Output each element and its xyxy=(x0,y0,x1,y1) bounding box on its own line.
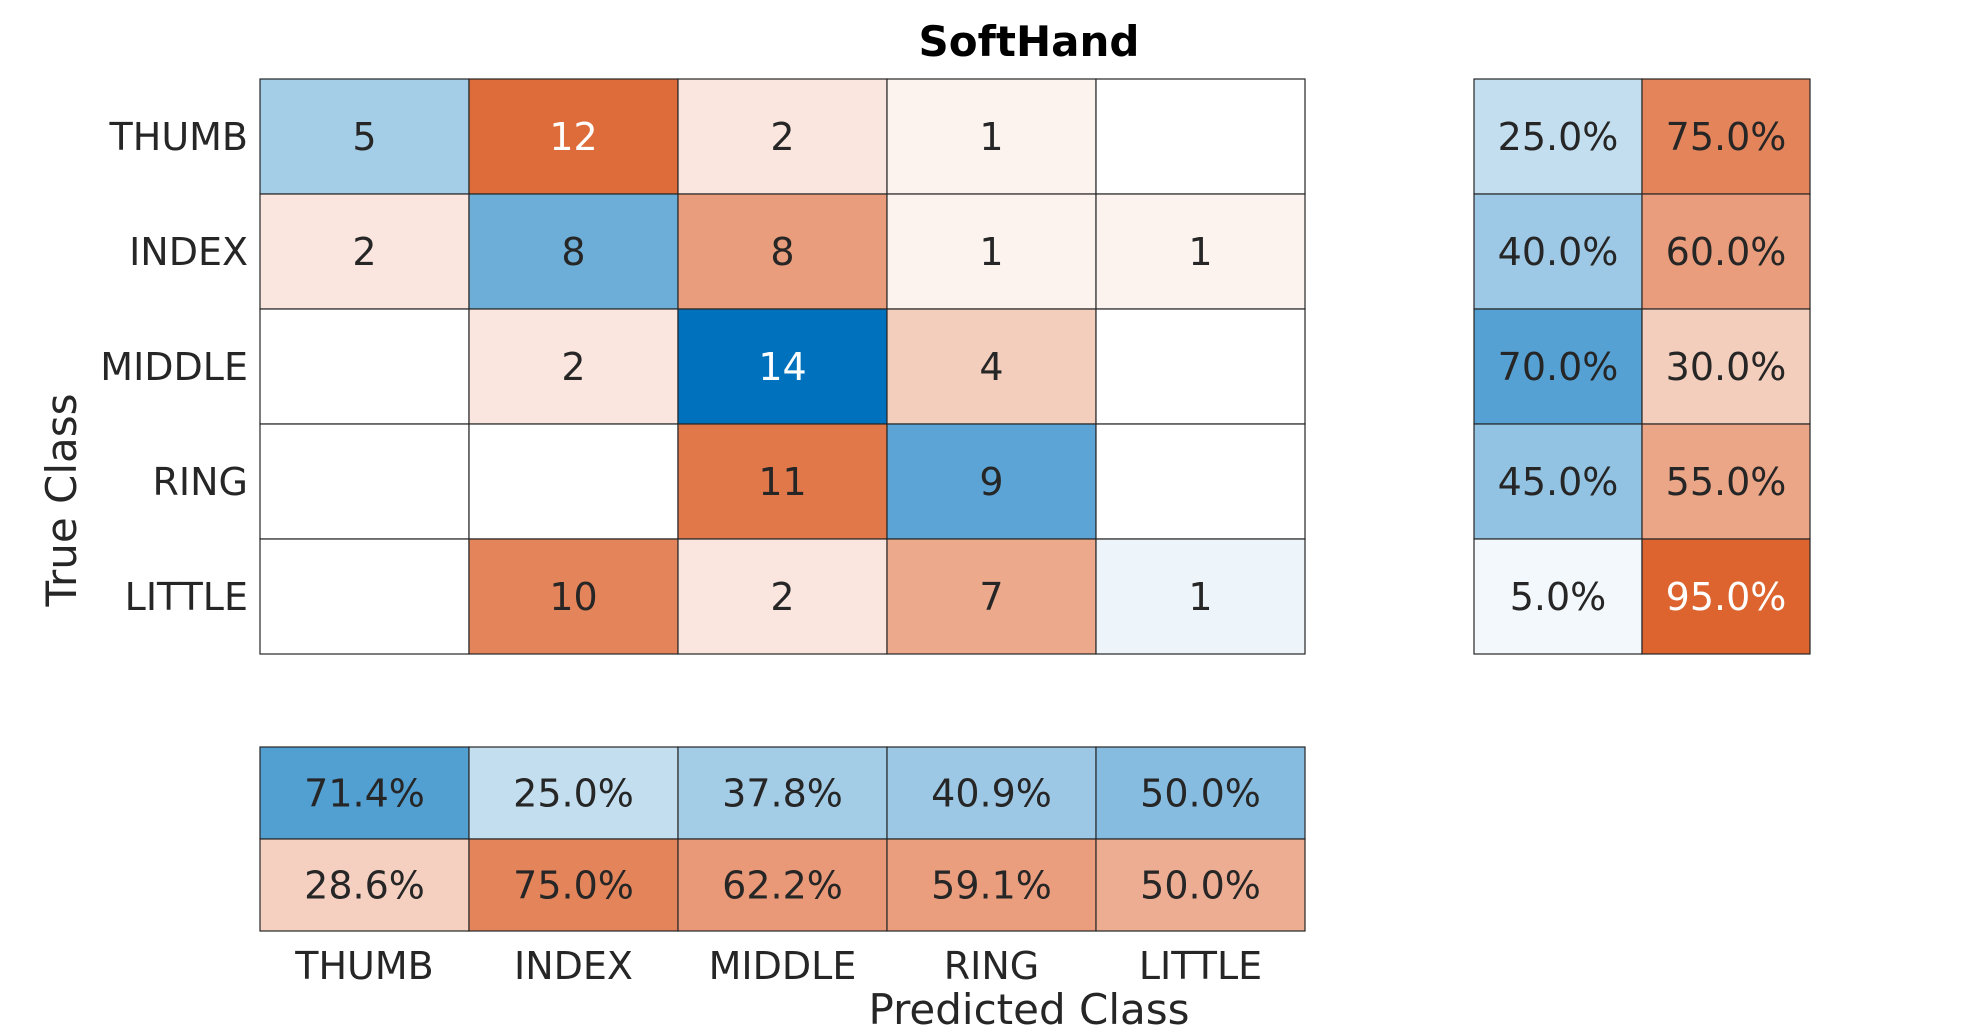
matrix-cell-3-4-rect xyxy=(1095,423,1306,540)
column-tick-label: MIDDLE xyxy=(709,944,857,988)
column-summary-correct-1-label: 25.0% xyxy=(513,772,634,816)
matrix-cell-0-4-rect xyxy=(1095,78,1306,195)
matrix-cell-4-2-rect xyxy=(677,538,888,655)
row-tick-label: THUMB xyxy=(109,115,248,159)
column-summary-correct-0-label: 71.4% xyxy=(304,772,425,816)
row-summary: 25.0% 75.0% 40.0% 60.0% 70.0% 30.0% 45.0% 55.0%… xyxy=(1473,78,1811,655)
matrix-cell-4-4-rect xyxy=(1095,538,1306,655)
column-tick-label: RING xyxy=(944,944,1039,988)
matrix-cell-4-1-label: 10 xyxy=(549,575,597,619)
column-summary-incorrect-3-label: 59.1% xyxy=(931,864,1052,908)
matrix-cell-0-2-rect xyxy=(677,78,888,195)
column-summary-correct-4-label: 50.0% xyxy=(1140,772,1261,816)
matrix-cell-1-4-label: 1 xyxy=(1188,230,1212,274)
column-summary-incorrect-3-rect xyxy=(886,838,1097,932)
x-axis-label: Predicted Class xyxy=(868,985,1189,1033)
row-summary-incorrect-4-rect xyxy=(1641,538,1811,655)
matrix-cell-3-1-rect xyxy=(468,423,679,540)
row-tick-label: RING xyxy=(153,460,248,504)
column-tick-label: LITTLE xyxy=(1139,944,1262,988)
row-summary-incorrect-2-rect xyxy=(1641,308,1811,425)
matrix-cell-1-0-label: 2 xyxy=(352,230,376,274)
column-tick-label: THUMB xyxy=(294,944,433,988)
matrix-cell-1-3-label: 1 xyxy=(979,230,1003,274)
row-summary-incorrect-2-label: 30.0% xyxy=(1666,345,1787,389)
matrix-cell-2-0-rect xyxy=(259,308,470,425)
column-summary-correct-3-label: 40.9% xyxy=(931,772,1052,816)
matrix-cell-3-3-rect xyxy=(886,423,1097,540)
matrix-cell-1-1-rect xyxy=(468,193,679,310)
matrix-cell-4-3-label: 7 xyxy=(979,575,1003,619)
column-summary-incorrect-4-label: 50.0% xyxy=(1140,864,1261,908)
row-summary-incorrect-1-label: 60.0% xyxy=(1666,230,1787,274)
row-summary-incorrect-0-rect xyxy=(1641,78,1811,195)
column-summary-incorrect-4-rect xyxy=(1095,838,1306,932)
row-summary-incorrect-0-label: 75.0% xyxy=(1666,115,1787,159)
y-axis-label: True Class xyxy=(37,393,86,607)
row-summary-incorrect-3-rect xyxy=(1641,423,1811,540)
matrix-cell-0-1-label: 12 xyxy=(549,115,597,159)
row-summary-correct-1-rect xyxy=(1473,193,1643,310)
matrix-cell-0-3-rect xyxy=(886,78,1097,195)
matrix-cell-4-0-rect xyxy=(259,538,470,655)
matrix-cell-2-1-label: 2 xyxy=(561,345,585,389)
row-summary-incorrect-3-label: 55.0% xyxy=(1666,460,1787,504)
row-summary-correct-4-label: 5.0% xyxy=(1510,575,1607,619)
matrix-cell-3-2-rect xyxy=(677,423,888,540)
column-summary-correct-2-label: 37.8% xyxy=(722,772,843,816)
matrix-cell-3-0-rect xyxy=(259,423,470,540)
column-summary-correct-3-rect xyxy=(886,746,1097,840)
matrix-cell-0-1-rect xyxy=(468,78,679,195)
row-tick-label: INDEX xyxy=(129,230,248,274)
matrix-cell-4-2-label: 2 xyxy=(770,575,794,619)
row-tick-label: LITTLE xyxy=(125,575,248,619)
column-summary-incorrect-2-label: 62.2% xyxy=(722,864,843,908)
row-summary-incorrect-1-rect xyxy=(1641,193,1811,310)
chart-title: SoftHand xyxy=(919,17,1140,66)
column-summary-correct-0-rect xyxy=(259,746,470,840)
matrix-cell-0-0-label: 5 xyxy=(352,115,376,159)
matrix-cell-2-3-label: 4 xyxy=(979,345,1003,389)
matrix-cell-3-2-label: 11 xyxy=(758,460,806,504)
row-summary-correct-0-label: 25.0% xyxy=(1498,115,1619,159)
matrix-cell-3-3-label: 9 xyxy=(979,460,1003,504)
matrix-cell-1-2-label: 8 xyxy=(770,230,794,274)
matrix-cell-0-3-label: 1 xyxy=(979,115,1003,159)
matrix-cell-2-3-rect xyxy=(886,308,1097,425)
column-summary-correct-1-rect xyxy=(468,746,679,840)
matrix-cell-4-3-rect xyxy=(886,538,1097,655)
matrix-cell-0-0-rect xyxy=(259,78,470,195)
column-summary-correct-4-rect xyxy=(1095,746,1306,840)
matrix-cell-1-3-rect xyxy=(886,193,1097,310)
row-summary-correct-1-label: 40.0% xyxy=(1498,230,1619,274)
column-tick-label: INDEX xyxy=(514,944,633,988)
row-summary-correct-2-rect xyxy=(1473,308,1643,425)
row-labels: THUMB INDEX MIDDLE RING LITTLE xyxy=(100,115,248,619)
row-summary-correct-4-rect xyxy=(1473,538,1643,655)
row-summary-correct-3-rect xyxy=(1473,423,1643,540)
row-tick-label: MIDDLE xyxy=(100,345,248,389)
matrix-cell-2-1-rect xyxy=(468,308,679,425)
column-summary-incorrect-0-label: 28.6% xyxy=(304,864,425,908)
row-summary-incorrect-4-label: 95.0% xyxy=(1666,575,1787,619)
row-summary-correct-3-label: 45.0% xyxy=(1498,460,1619,504)
matrix-cell-4-4-label: 1 xyxy=(1188,575,1212,619)
column-summary-incorrect-2-rect xyxy=(677,838,888,932)
row-summary-correct-0-rect xyxy=(1473,78,1643,195)
column-summary: 71.4% 28.6% 25.0% 75.0% 37.8% 62.2% 40.9% 59.1%… xyxy=(259,746,1306,932)
matrix-cell-1-0-rect xyxy=(259,193,470,310)
confusion-matrix: 5 12 2 12 8 8 1 12 14 411 910 2 7 1 xyxy=(259,78,1306,655)
matrix-cell-0-2-label: 2 xyxy=(770,115,794,159)
column-summary-incorrect-1-label: 75.0% xyxy=(513,864,634,908)
matrix-cell-1-1-label: 8 xyxy=(561,230,585,274)
matrix-cell-2-4-rect xyxy=(1095,308,1306,425)
row-summary-correct-2-label: 70.0% xyxy=(1498,345,1619,389)
column-labels: THUMB INDEX MIDDLE RING LITTLE xyxy=(294,944,1262,988)
matrix-cell-4-1-rect xyxy=(468,538,679,655)
matrix-cell-2-2-label: 14 xyxy=(758,345,806,389)
